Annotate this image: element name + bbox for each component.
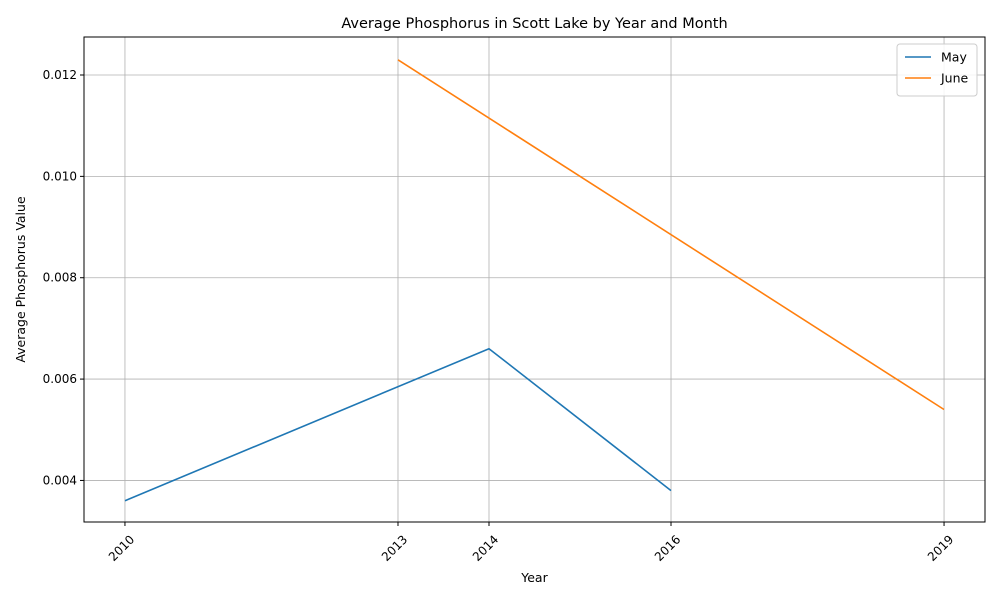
series-line-may — [124, 347, 672, 502]
series-layer — [124, 59, 945, 502]
y-axis-label: Average Phosphorus Value — [13, 196, 28, 363]
y-tick-label: 0.012 — [43, 68, 77, 82]
series-line-june — [397, 59, 945, 411]
chart-title: Average Phosphorus in Scott Lake by Year… — [341, 16, 727, 32]
y-tick-label: 0.006 — [43, 372, 77, 386]
y-tick-label: 0.008 — [43, 271, 77, 285]
legend-label-may: May — [941, 50, 967, 65]
x-axis-label: Year — [520, 570, 548, 585]
legend-label-june: June — [940, 71, 969, 86]
y-tick-label: 0.004 — [43, 473, 77, 487]
plot-frame — [83, 36, 986, 523]
y-tick-label: 0.010 — [43, 169, 77, 183]
legend: May June — [896, 43, 978, 97]
